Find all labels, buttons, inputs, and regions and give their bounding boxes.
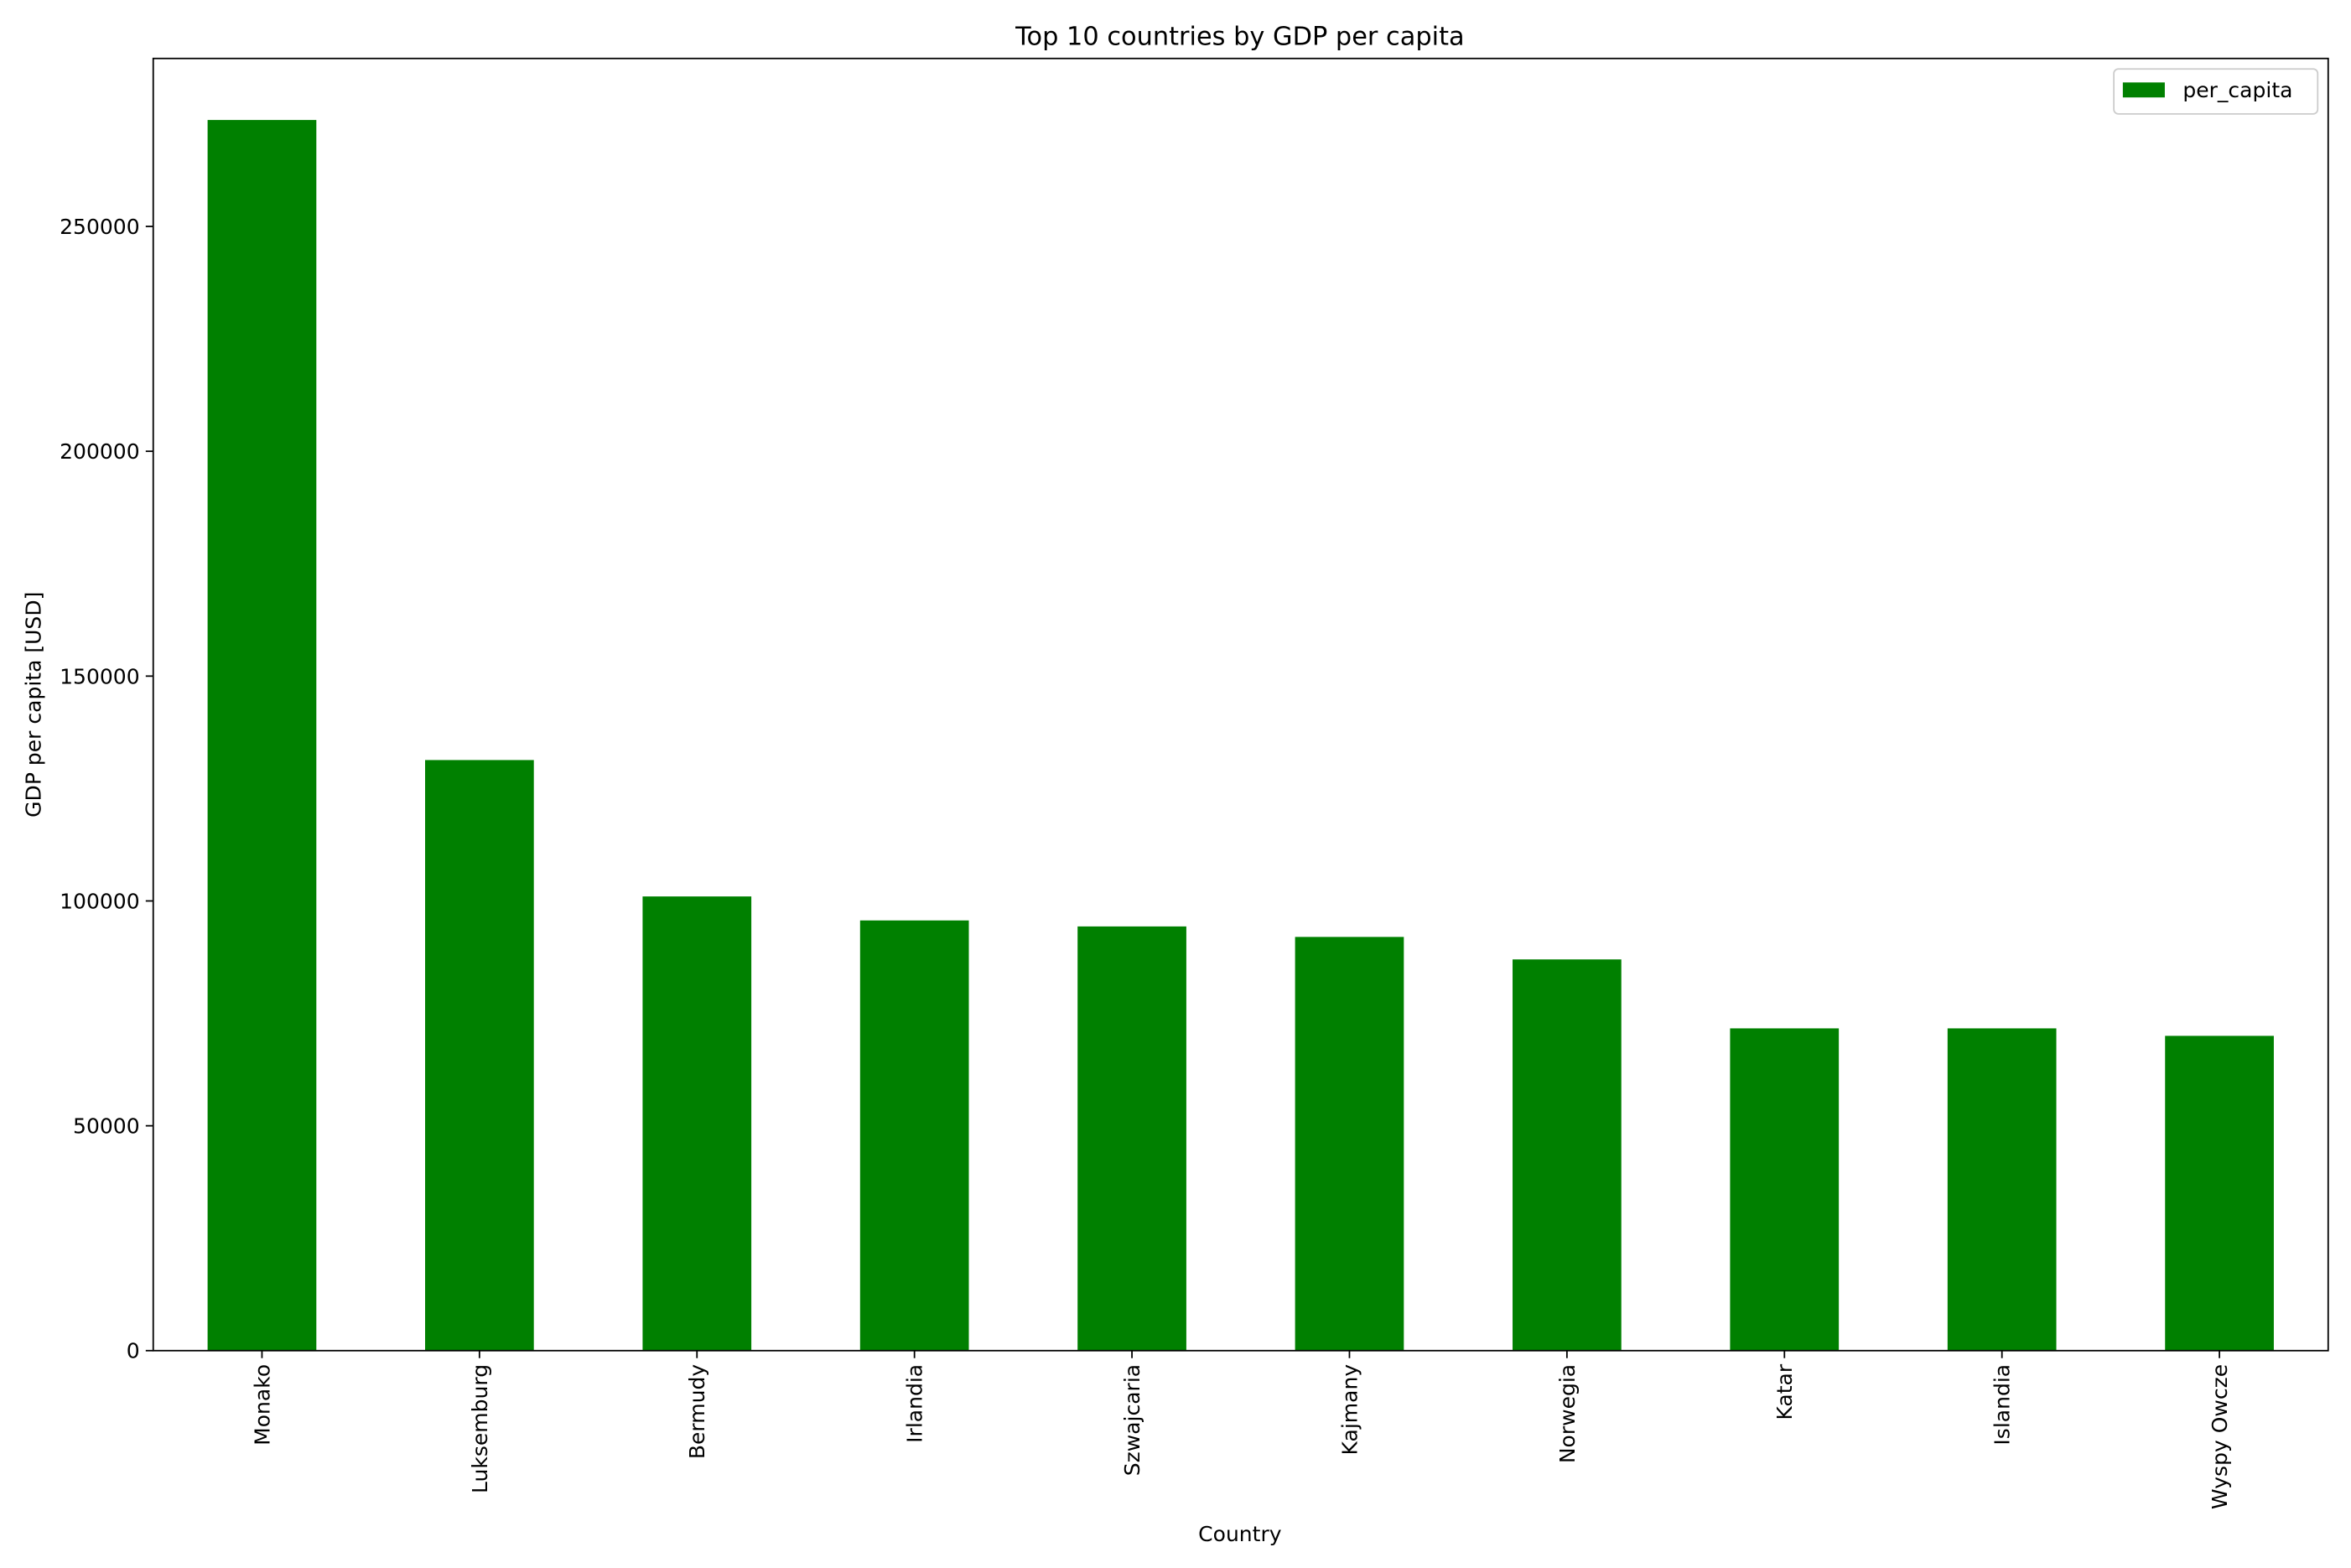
x-tick-label: Islandia xyxy=(1990,1364,2015,1446)
bar xyxy=(425,760,534,1351)
y-tick-label: 0 xyxy=(127,1339,140,1363)
x-tick-label: Kajmany xyxy=(1337,1364,1362,1456)
legend-box xyxy=(2113,68,2319,115)
bar xyxy=(859,920,969,1351)
x-tick-label: Wyspy Owcze xyxy=(2208,1364,2232,1509)
x-tick-label: Irlandia xyxy=(903,1364,927,1443)
y-tick-label: 250000 xyxy=(60,215,140,239)
x-axis-label: Country xyxy=(1198,1522,1282,1546)
y-tick-label: 100000 xyxy=(60,889,140,913)
legend-swatch xyxy=(2122,82,2165,98)
bar xyxy=(207,120,317,1351)
x-tick-label: Norwegia xyxy=(1555,1364,1580,1463)
chart-title: Top 10 countries by GDP per capita xyxy=(1015,23,1465,52)
plot-frame xyxy=(152,57,2329,1352)
bar xyxy=(2165,1036,2274,1351)
bar xyxy=(642,896,752,1351)
x-tick-label: Bermudy xyxy=(685,1364,709,1459)
bar xyxy=(1513,959,1622,1351)
bar xyxy=(1730,1028,1840,1351)
x-tick-label: Luksemburg xyxy=(468,1364,492,1493)
legend-label: per_capita xyxy=(2182,78,2292,102)
y-tick-label: 50000 xyxy=(73,1114,140,1139)
y-tick-label: 200000 xyxy=(60,439,140,464)
y-tick-label: 150000 xyxy=(60,664,140,688)
x-tick-label: Katar xyxy=(1772,1363,1797,1420)
bar xyxy=(1947,1028,2057,1351)
y-axis-label: GDP per capita [USD] xyxy=(22,592,46,818)
x-tick-label: Szwajcaria xyxy=(1120,1364,1144,1476)
bar xyxy=(1295,937,1404,1351)
x-tick-label: Monako xyxy=(250,1364,274,1446)
bar xyxy=(1077,926,1186,1351)
